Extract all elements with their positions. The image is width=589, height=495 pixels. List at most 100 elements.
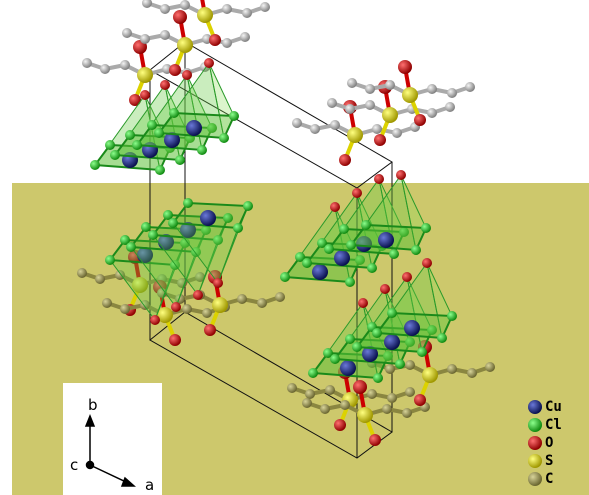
carbon-atom	[260, 2, 270, 12]
chlorine-atom	[120, 235, 130, 245]
chlorine-atom	[317, 238, 327, 248]
carbon-atom	[427, 84, 437, 94]
legend-label: Cl	[545, 417, 562, 433]
oxygen-atom	[160, 80, 170, 90]
chlorine-atom	[387, 308, 397, 318]
copper-atom	[362, 346, 378, 362]
oxygen-atom	[173, 10, 187, 24]
sulfur-atom	[212, 297, 228, 313]
chlorine-atom	[421, 223, 431, 233]
copper-atom	[180, 222, 196, 238]
oxygen-atom	[204, 324, 216, 336]
oxygen-atom	[169, 334, 181, 346]
carbon-atom	[372, 124, 382, 134]
copper-atom	[404, 320, 420, 336]
oxygen-atom	[396, 170, 406, 180]
copper-atom	[312, 264, 328, 280]
molecules	[77, 0, 495, 446]
carbon-atom	[182, 304, 192, 314]
oxygen-atom	[182, 70, 192, 80]
chlorine-atom	[417, 347, 427, 357]
carbon-atom	[427, 108, 437, 118]
chlorine-atom	[219, 133, 229, 143]
oxygen-atom	[374, 134, 386, 146]
carbon-atom	[445, 102, 455, 112]
sulfur-atom	[197, 7, 213, 23]
chlorine-atom	[223, 213, 233, 223]
carbon-atom	[222, 4, 232, 14]
carbon-atom	[257, 298, 267, 308]
chlorine-atom	[213, 235, 223, 245]
carbon-atom	[340, 400, 350, 410]
sulfur-atom	[382, 107, 398, 123]
copper-atom	[158, 234, 174, 250]
oxygen-atom	[193, 290, 203, 300]
axes-arrows	[84, 413, 136, 487]
carbon-atom	[465, 82, 475, 92]
carbon-atom	[240, 32, 250, 42]
carbon-atom	[77, 268, 87, 278]
chlorine-atom	[339, 224, 349, 234]
chlorine-atom	[302, 258, 312, 268]
chlorine-atom	[207, 123, 217, 133]
chlorine-atom	[233, 223, 243, 233]
chlorine-atom	[295, 252, 305, 262]
chlorine-atom	[169, 108, 179, 118]
oxygen-atom	[334, 419, 346, 431]
sulfur-atom	[357, 407, 373, 423]
sulfur-atom	[132, 277, 148, 293]
oxygen-atom	[209, 34, 221, 46]
sulfur-atom	[422, 367, 438, 383]
carbon-atom	[385, 364, 395, 374]
carbon-atom	[367, 389, 377, 399]
sulfur-atom	[137, 67, 153, 83]
carbon-atom	[347, 78, 357, 88]
oxygen-atom	[402, 272, 412, 282]
carbon-atom	[447, 364, 457, 374]
legend-swatch	[528, 472, 542, 486]
chlorine-atom	[148, 230, 158, 240]
chlorine-atom	[154, 128, 164, 138]
oxygen-atom	[330, 202, 340, 212]
legend-swatch	[528, 436, 542, 450]
carbon-atom	[115, 270, 125, 280]
oxygen-atom	[422, 258, 432, 268]
legend-swatch	[528, 454, 542, 468]
chlorine-atom	[405, 337, 415, 347]
carbon-atom	[405, 387, 415, 397]
carbon-atom	[160, 30, 170, 40]
chlorine-atom	[427, 325, 437, 335]
carbon-atom	[195, 272, 205, 282]
chlorine-atom	[383, 351, 393, 361]
oxygen-atom	[140, 90, 150, 100]
sulfur-atom	[402, 87, 418, 103]
carbon-atom	[302, 398, 312, 408]
oxygen-atom	[204, 58, 214, 68]
chlorine-atom	[352, 342, 362, 352]
carbon-atom	[310, 124, 320, 134]
carbon-atom	[142, 0, 152, 8]
oxygen-atom	[213, 278, 223, 288]
chlorine-atom	[395, 359, 405, 369]
chlorine-atom	[243, 201, 253, 211]
chlorine-atom	[105, 140, 115, 150]
oxygen-atom	[353, 380, 367, 394]
carbon-atom	[385, 80, 395, 90]
chlorine-atom	[132, 140, 142, 150]
chlorine-atom	[229, 111, 239, 121]
chlorine-atom	[355, 255, 365, 265]
oxygen-atom	[414, 394, 426, 406]
oxygen-atom	[369, 434, 381, 446]
carbon-atom	[402, 408, 412, 418]
carbon-atom	[305, 389, 315, 399]
oxygen-atom	[150, 315, 160, 325]
carbon-atom	[102, 298, 112, 308]
carbon-atom	[95, 274, 105, 284]
chlorine-atom	[330, 354, 340, 364]
oxygen-atom	[352, 188, 362, 198]
chlorine-atom	[345, 277, 355, 287]
chlorine-atom	[125, 130, 135, 140]
carbon-atom	[222, 38, 232, 48]
carbon-atom	[387, 393, 397, 403]
